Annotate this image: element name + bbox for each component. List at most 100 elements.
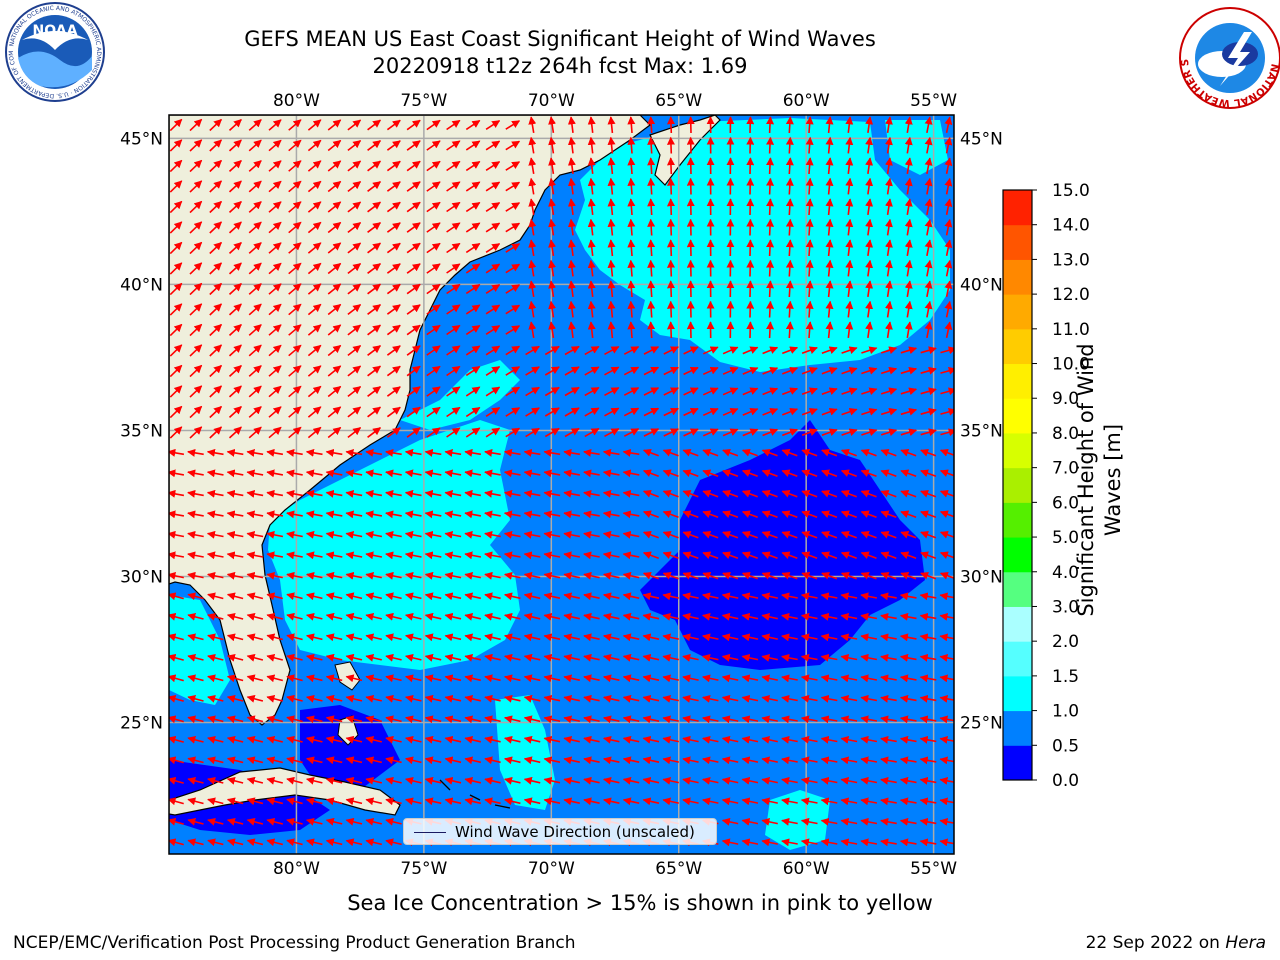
wave-arrow [627, 177, 636, 195]
wave-arrow [485, 140, 501, 151]
wave-arrow [327, 160, 342, 172]
wave-arrow [484, 489, 501, 498]
wave-arrow [821, 571, 838, 580]
wave-arrow [367, 181, 382, 192]
wave-arrow [288, 406, 302, 418]
wave-arrow [406, 119, 421, 131]
wave-arrow [288, 180, 302, 193]
wave-arrow [761, 530, 778, 539]
wave-arrow [607, 300, 616, 318]
lat-tick-label-left: 40°N [120, 275, 163, 295]
wave-arrow [503, 530, 521, 539]
wave-arrow [424, 489, 442, 498]
wave-arrow [305, 510, 323, 519]
wave-arrow [406, 365, 421, 377]
wave-arrow [880, 346, 898, 355]
wave-arrow [782, 387, 799, 396]
wave-arrow [741, 510, 758, 519]
wave-arrow [722, 428, 739, 437]
wave-arrow [880, 448, 897, 457]
wave-arrow [426, 263, 441, 274]
wave-arrow [246, 571, 264, 580]
wave-arrow [761, 489, 778, 498]
wave-arrow [464, 489, 482, 498]
wave-arrow [189, 282, 203, 296]
wave-arrow [226, 551, 244, 560]
wave-arrow [169, 344, 183, 357]
wave-arrow [602, 510, 620, 519]
wave-arrow [266, 592, 283, 601]
wave-arrow [548, 136, 557, 154]
wave-arrow [169, 221, 183, 234]
wave-arrow [627, 259, 636, 277]
wave-arrow [602, 469, 620, 478]
wave-arrow [307, 406, 322, 418]
wave-arrow [206, 469, 224, 478]
wave-arrow [825, 259, 834, 277]
wave-arrow [861, 407, 878, 416]
wave-arrow [444, 489, 462, 498]
footer-credit: NCEP/EMC/Verification Post Processing Pr… [13, 933, 576, 953]
wave-arrow [741, 551, 758, 560]
wave-arrow [503, 489, 521, 498]
wave-arrow [406, 386, 421, 397]
wave-arrow [367, 283, 382, 295]
wave-arrow [924, 198, 933, 216]
wave-arrow [761, 592, 778, 601]
wave-arrow [647, 157, 656, 175]
wave-arrow [544, 366, 560, 376]
wave-arrow [169, 364, 183, 378]
wave-arrow [209, 221, 222, 234]
wave-arrow [288, 344, 302, 357]
wave-arrow [268, 242, 282, 254]
wave-arrow [327, 385, 342, 398]
wave-arrow [840, 530, 857, 539]
wave-arrow [505, 325, 521, 335]
colorbar-tick-label: 0.0 [1052, 771, 1079, 791]
wave-arrow [505, 222, 521, 233]
wave-arrow [821, 489, 838, 498]
wave-arrow [209, 200, 222, 214]
wave-arrow [444, 592, 462, 601]
wave-arrow [424, 592, 442, 601]
wave-arrow [865, 239, 874, 257]
wave-arrow [543, 551, 561, 560]
wave-arrow [884, 198, 893, 216]
wave-arrow [325, 571, 343, 580]
wave-arrow [564, 386, 580, 397]
wave-arrow [587, 218, 596, 236]
wave-arrow [647, 280, 656, 298]
wave-arrow [406, 140, 421, 151]
wave-arrow [761, 551, 778, 560]
wave-arrow [365, 489, 383, 498]
noaa-logo-text: NOAA [33, 23, 78, 39]
wave-arrow [642, 469, 659, 478]
wave-arrow [345, 448, 363, 457]
wave-arrow [465, 304, 481, 315]
wave-arrow [880, 428, 898, 437]
wave-arrow [268, 324, 282, 336]
wave-arrow [567, 321, 576, 339]
wave-arrow [825, 218, 834, 236]
wave-arrow [884, 136, 893, 154]
wave-arrow [327, 283, 342, 295]
wave-arrow [604, 345, 620, 356]
wave-arrow [528, 136, 537, 154]
wave-arrow [722, 571, 739, 580]
wave-arrow [446, 263, 461, 274]
wave-arrow [880, 592, 897, 601]
wave-arrow [424, 530, 442, 539]
wave-arrow [884, 300, 893, 318]
wave-arrow [248, 242, 262, 254]
wave-arrow [505, 181, 521, 192]
wave-arrow [228, 365, 242, 377]
colorbar-swatch [1003, 224, 1032, 260]
wave-arrow [900, 387, 918, 396]
wave-arrow [548, 198, 557, 216]
wave-arrow [305, 551, 323, 560]
wave-arrow [446, 304, 461, 315]
wave-arrow [446, 406, 461, 418]
wave-arrow [682, 448, 699, 457]
wave-arrow [643, 366, 660, 376]
wave-arrow [169, 469, 185, 478]
